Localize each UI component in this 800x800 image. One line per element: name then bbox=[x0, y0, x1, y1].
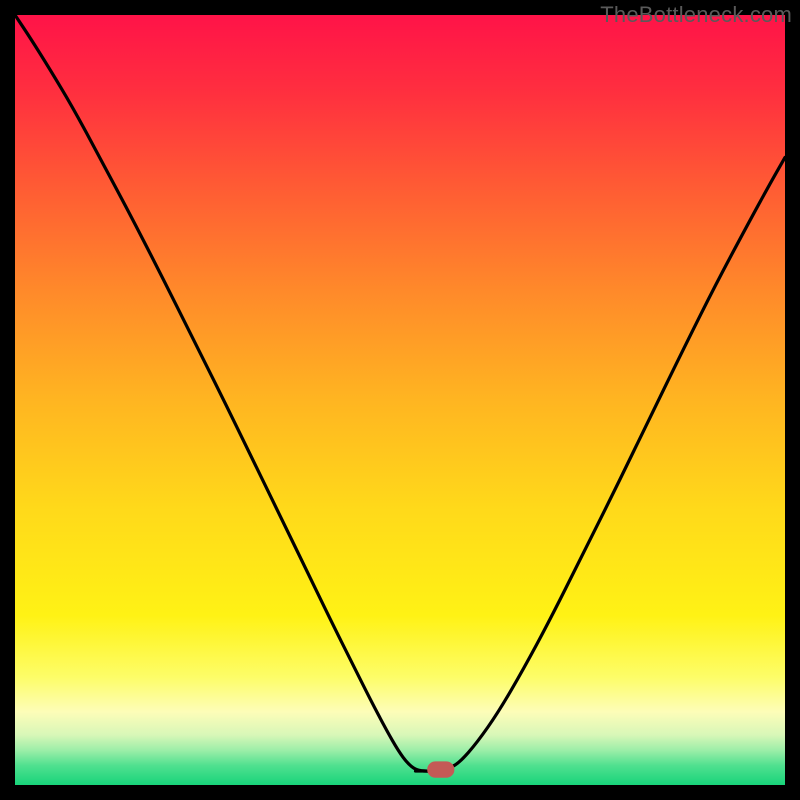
bottleneck-curve-chart bbox=[15, 15, 785, 785]
bottleneck-curve bbox=[15, 15, 785, 771]
bottleneck-marker bbox=[428, 762, 454, 777]
watermark-text: TheBottleneck.com bbox=[600, 2, 792, 28]
